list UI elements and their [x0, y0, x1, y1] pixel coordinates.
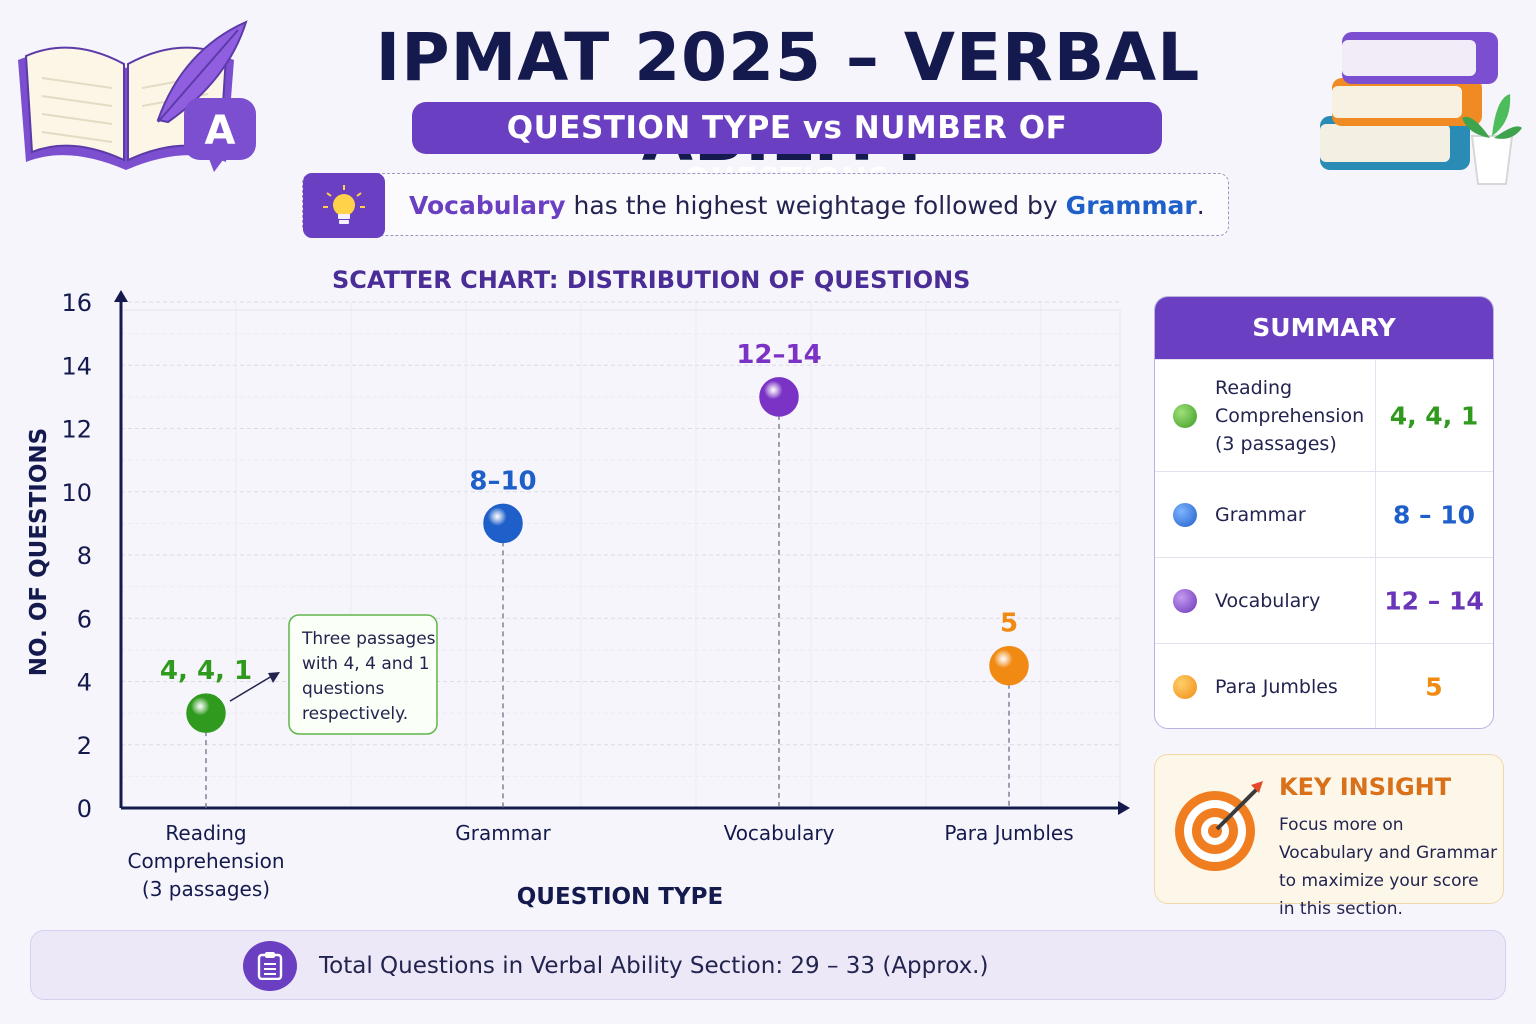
- target-arrow-icon: [1175, 781, 1263, 871]
- y-tick-label: 0: [77, 795, 92, 823]
- insight-middle: has the highest weightage followed by: [565, 191, 1066, 220]
- x-tick-labels: Reading Comprehension (3 passages) Grammar V…: [127, 821, 1073, 901]
- insight-text: Vocabulary has the highest weightage fol…: [409, 174, 1205, 237]
- data-point: [186, 693, 226, 733]
- x-tick-label: Para Jumbles: [944, 821, 1073, 845]
- x-tick-label: Reading: [165, 821, 246, 845]
- annotation-box: [288, 614, 438, 735]
- summary-card: SUMMARY Reading Comprehension (3 passage…: [1154, 296, 1494, 729]
- annotation-text: Three passages: [301, 629, 436, 649]
- main-title: IPMAT 2025 – VERBAL ABILITY: [375, 19, 1201, 176]
- data-label: 4, 4, 1: [160, 656, 252, 686]
- data-point: [759, 377, 799, 417]
- insight-end: .: [1196, 191, 1205, 220]
- y-tick-label: 6: [77, 605, 92, 633]
- clipboard-icon: [257, 952, 283, 980]
- plot-frame: [120, 309, 1121, 809]
- summary-dot: [1173, 674, 1197, 699]
- y-tick-label: 10: [61, 479, 92, 507]
- subtitle-pill: QUESTION TYPE vs NUMBER OF QUESTIONS: [412, 102, 1162, 198]
- y-tick-label: 4: [77, 669, 92, 697]
- summary-title: SUMMARY: [1155, 297, 1493, 359]
- svg-text:A: A: [205, 108, 236, 154]
- key-insight-text: Focus more on Vocabulary and Grammar to …: [1279, 815, 1498, 919]
- summary-label: Vocabulary: [1215, 589, 1321, 612]
- stacked-books-plant-icon: [1320, 32, 1522, 185]
- chart-axes: [114, 290, 1130, 815]
- summary-value: 4, 4, 1: [1389, 401, 1479, 430]
- lightbulb-icon-box: [303, 173, 385, 238]
- annotation-text: respectively.: [302, 704, 408, 724]
- data-labels: 4, 4, 1 8–10 12–14 5: [160, 340, 1018, 686]
- summary-dot: [1173, 588, 1197, 613]
- y-tick-label: 16: [61, 289, 92, 317]
- highlight-vocabulary: Vocabulary: [409, 191, 566, 220]
- key-insight-title: KEY INSIGHT: [1279, 773, 1452, 801]
- chart-grid: [120, 301, 1121, 809]
- data-points: [186, 377, 1029, 733]
- point-stems: [205, 396, 1010, 808]
- x-axis-label: QUESTION TYPE: [517, 884, 723, 910]
- summary-row: Grammar 8 – 10: [1155, 471, 1493, 557]
- insight-banner: Vocabulary has the highest weightage fol…: [302, 173, 1229, 238]
- data-point: [483, 503, 523, 544]
- summary-row: Vocabulary 12 – 14: [1155, 557, 1493, 643]
- summary-label: Grammar: [1215, 503, 1306, 526]
- summary-value: 5: [1425, 672, 1443, 701]
- summary-dot: [1173, 502, 1197, 527]
- y-tick-label: 12: [61, 416, 92, 444]
- y-tick-label: 8: [77, 542, 92, 570]
- data-label: 12–14: [736, 340, 821, 370]
- footer-text: Total Questions in Verbal Ability Sectio…: [319, 953, 989, 979]
- x-axis-arrow: [1118, 801, 1130, 815]
- scatter-chart: 0 2 4 6 8 10 12 14 16 Reading Comprehension (3 pas…: [26, 289, 1130, 910]
- annotation: Three passages with 4, 4 and 1 questions re…: [229, 614, 438, 735]
- highlight-grammar: Grammar: [1065, 191, 1197, 220]
- annotation-text: questions: [302, 679, 384, 699]
- summary-dot: [1173, 403, 1197, 428]
- x-tick-label: (3 passages): [142, 877, 270, 901]
- y-tick-label: 14: [61, 352, 92, 380]
- annotation-arrow: [229, 675, 273, 702]
- y-tick-labels: 0 2 4 6 8 10 12 14 16: [61, 289, 92, 823]
- summary-value: 12 – 14: [1384, 586, 1484, 615]
- summary-label: Para Jumbles: [1215, 675, 1338, 698]
- summary-value: 8 – 10: [1392, 500, 1476, 529]
- key-insight-card: KEY INSIGHT Focus more on Vocabulary and…: [1154, 754, 1504, 919]
- x-tick-label: Comprehension: [127, 849, 284, 873]
- summary-row: Reading Comprehension (3 passages) 4, 4,…: [1155, 359, 1493, 471]
- footer-bar: Total Questions in Verbal Ability Sectio…: [30, 930, 1506, 1000]
- y-axis-arrow: [114, 290, 128, 302]
- data-label: 5: [1000, 609, 1018, 639]
- chart-title: SCATTER CHART: DISTRIBUTION OF QUESTIONS: [332, 266, 971, 294]
- lightbulb-icon: [323, 185, 365, 224]
- y-axis-label: NO. OF QUESTIONS: [26, 428, 52, 676]
- summary-row: Para Jumbles 5: [1155, 643, 1493, 728]
- clipboard-icon-wrap: [243, 941, 297, 991]
- annotation-text: with 4, 4 and 1: [302, 654, 430, 674]
- y-tick-label: 2: [77, 732, 92, 760]
- summary-label: Reading Comprehension (3 passages): [1215, 376, 1365, 455]
- data-point: [989, 645, 1029, 686]
- x-tick-label: Vocabulary: [724, 821, 835, 845]
- open-book-quill-icon: A: [18, 20, 256, 172]
- data-label: 8–10: [469, 466, 536, 496]
- x-tick-label: Grammar: [455, 821, 551, 845]
- annotation-arrowhead: [268, 672, 280, 683]
